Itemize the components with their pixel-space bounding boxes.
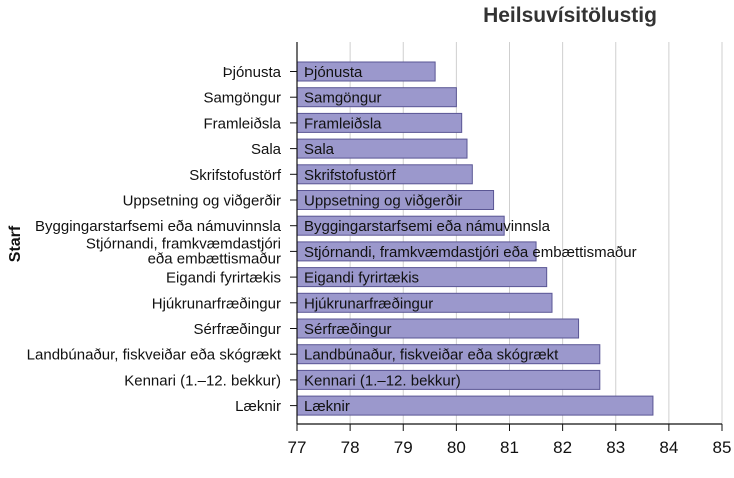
bar-label: Framleiðsla [304, 115, 382, 132]
y-tick-label: Skrifstofustörf [189, 167, 282, 184]
x-tick-label: 85 [713, 438, 732, 457]
y-tick-label: Læknir [235, 398, 281, 415]
y-tick-label: Landbúnaður, fiskveiðar eða skógrækt [27, 347, 282, 364]
bar-label: Kennari (1.–12. bekkur) [304, 372, 461, 389]
y-tick-label: Stjórnandi, framkvæmdastjóri eða embættis… [86, 235, 281, 267]
x-tick-label: 78 [341, 438, 360, 457]
bar-label: Byggingarstarfsemi eða námuvinnsla [304, 218, 551, 235]
x-axis: 77 78 79 80 81 82 83 84 85 [288, 42, 732, 457]
bar-label: Samgöngur [304, 90, 382, 107]
y-tick-label: Þjónusta [223, 64, 282, 81]
bar-label: Hjúkrunarfræðingur [304, 295, 433, 312]
bar [296, 395, 654, 416]
bar-label: Landbúnaður, fiskveiðar eða skógrækt [304, 347, 559, 364]
x-tick-label: 80 [447, 438, 466, 457]
y-tick-label: Samgöngur [203, 90, 281, 107]
y-axis-label: Starf [7, 225, 24, 262]
y-tick-label: Kennari (1.–12. bekkur) [124, 372, 281, 389]
y-tick-label: Sala [251, 141, 282, 158]
bar-label: Þjónusta [304, 64, 363, 81]
x-tick-label: 79 [394, 438, 413, 457]
y-tick-label: Uppsetning og viðgerðir [123, 193, 281, 210]
x-tick-label: 83 [606, 438, 625, 457]
bar-label: Uppsetning og viðgerðir [304, 193, 462, 210]
x-tick-label: 77 [288, 438, 307, 457]
bar-label: Stjórnandi, framkvæmdastjóri eða embætti… [304, 244, 637, 261]
y-tick-label: Byggingarstarfsemi eða námuvinnsla [35, 218, 282, 235]
x-tick-label: 84 [659, 438, 678, 457]
x-tick-label: 82 [553, 438, 572, 457]
bars: Þjónusta Samgöngur Framleiðsla Sala Skrifsto… [296, 61, 654, 416]
x-tick-label: 81 [500, 438, 519, 457]
bar-label: Sérfræðingur [304, 321, 392, 338]
y-tick-label: Hjúkrunarfræðingur [152, 295, 281, 312]
bar-label: Sala [304, 141, 335, 158]
bar-label: Læknir [304, 398, 350, 415]
y-tick-label: Framleiðsla [203, 115, 281, 132]
y-tick-labels: Þjónusta Samgöngur Framleiðsla Sala Skrifsto… [27, 64, 297, 415]
y-tick-label: Sérfræðingur [193, 321, 281, 338]
bar-label: Skrifstofustörf [304, 167, 397, 184]
y-tick-label: Eigandi fyrirtækis [166, 270, 281, 287]
bar-label: Eigandi fyrirtækis [304, 270, 419, 287]
chart-title: Heilsuvísitölustig [483, 4, 657, 27]
